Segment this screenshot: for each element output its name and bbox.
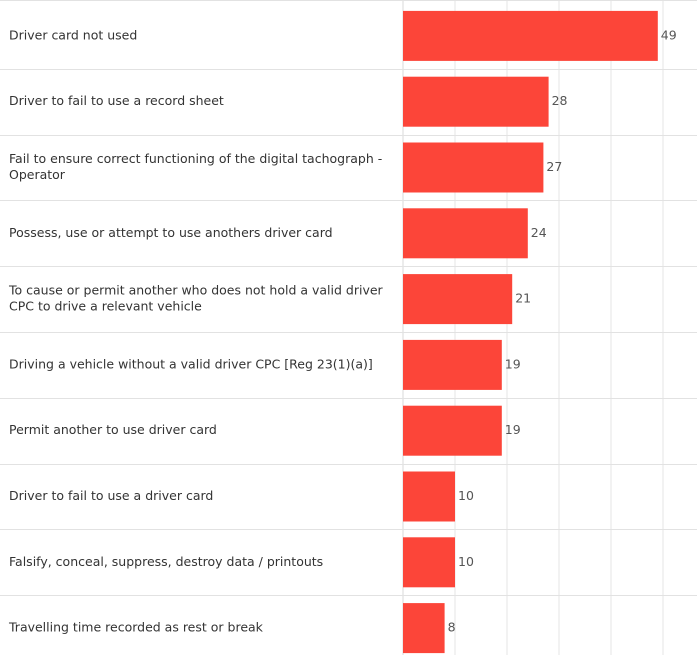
bars bbox=[403, 10, 658, 654]
category-label: Driver card not used bbox=[9, 27, 137, 42]
bar bbox=[403, 537, 455, 588]
data-label: 21 bbox=[515, 291, 531, 306]
bar bbox=[403, 142, 544, 193]
data-label: 10 bbox=[458, 488, 474, 503]
category-labels: Driver card not used Driver to fail to us… bbox=[8, 27, 384, 634]
data-label: 19 bbox=[505, 422, 521, 437]
data-label: 49 bbox=[661, 27, 677, 42]
bar bbox=[403, 208, 528, 259]
category-label: CPC to drive a relevant vehicle bbox=[9, 299, 202, 314]
category-label: Fail to ensure correct functioning of th… bbox=[9, 151, 382, 166]
data-label: 19 bbox=[505, 356, 521, 371]
bar bbox=[403, 10, 658, 61]
value-labels: 49 28 27 24 21 19 19 10 10 8 bbox=[448, 27, 677, 634]
row-separators bbox=[0, 0, 697, 596]
bar bbox=[403, 339, 502, 390]
category-label: Possess, use or attempt to use anothers … bbox=[9, 225, 333, 240]
bar bbox=[403, 405, 502, 456]
bar bbox=[403, 471, 455, 522]
category-label: Travelling time recorded as rest or brea… bbox=[8, 620, 264, 635]
data-label: 10 bbox=[458, 554, 474, 569]
category-label: Driver to fail to use a record sheet bbox=[9, 93, 224, 108]
bar bbox=[403, 603, 445, 654]
bar bbox=[403, 76, 549, 127]
data-label: 28 bbox=[552, 93, 568, 108]
category-label: Falsify, conceal, suppress, destroy data… bbox=[9, 554, 323, 569]
category-label: To cause or permit another who does not … bbox=[8, 283, 384, 298]
category-label: Driving a vehicle without a valid driver… bbox=[9, 356, 373, 371]
data-label: 24 bbox=[531, 225, 547, 240]
category-label: Driver to fail to use a driver card bbox=[9, 488, 213, 503]
data-label: 27 bbox=[546, 159, 562, 174]
category-label: Operator bbox=[9, 167, 66, 182]
bar bbox=[403, 274, 513, 325]
category-label: Permit another to use driver card bbox=[9, 422, 217, 437]
data-label: 8 bbox=[448, 620, 456, 635]
